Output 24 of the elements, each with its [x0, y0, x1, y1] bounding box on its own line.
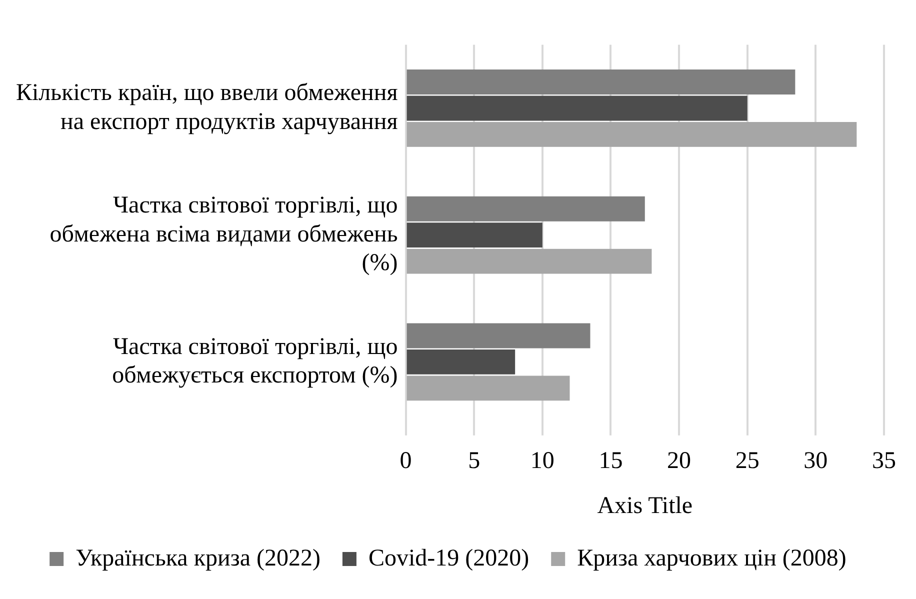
legend-label: Covid-19 (2020) [368, 545, 530, 572]
x-tick-label: 25 [735, 448, 760, 474]
bar [406, 222, 542, 248]
x-tick-label: 5 [468, 448, 480, 474]
x-tick-label: 0 [400, 448, 412, 474]
legend-label: Українська криза (2022) [76, 545, 320, 572]
bar [406, 248, 652, 274]
x-tick-label: 30 [804, 448, 828, 474]
x-axis-title: Axis Title [597, 492, 693, 519]
x-tick-label: 15 [598, 448, 623, 474]
x-tick-label: 20 [667, 448, 692, 474]
y-tick-label: Кількість країн, що ввели обмеження на експорт продуктів харчування [16, 80, 398, 135]
y-tick-label: Частка світової торгівлі, що обмежується експортом (%) [112, 334, 398, 389]
bar [406, 376, 570, 401]
legend-label: Криза харчових цін (2008) [577, 545, 846, 572]
x-tick-label: 10 [530, 448, 554, 474]
y-tick-label: Частка світової торгівлі, що обмежена всіма видами обмежень (%) [50, 192, 398, 276]
bar [406, 70, 796, 94]
bar [406, 323, 590, 348]
bar [406, 196, 645, 222]
bar [406, 350, 516, 374]
x-tick-label: 35 [872, 448, 896, 474]
bar [406, 122, 857, 147]
bar [406, 96, 748, 121]
